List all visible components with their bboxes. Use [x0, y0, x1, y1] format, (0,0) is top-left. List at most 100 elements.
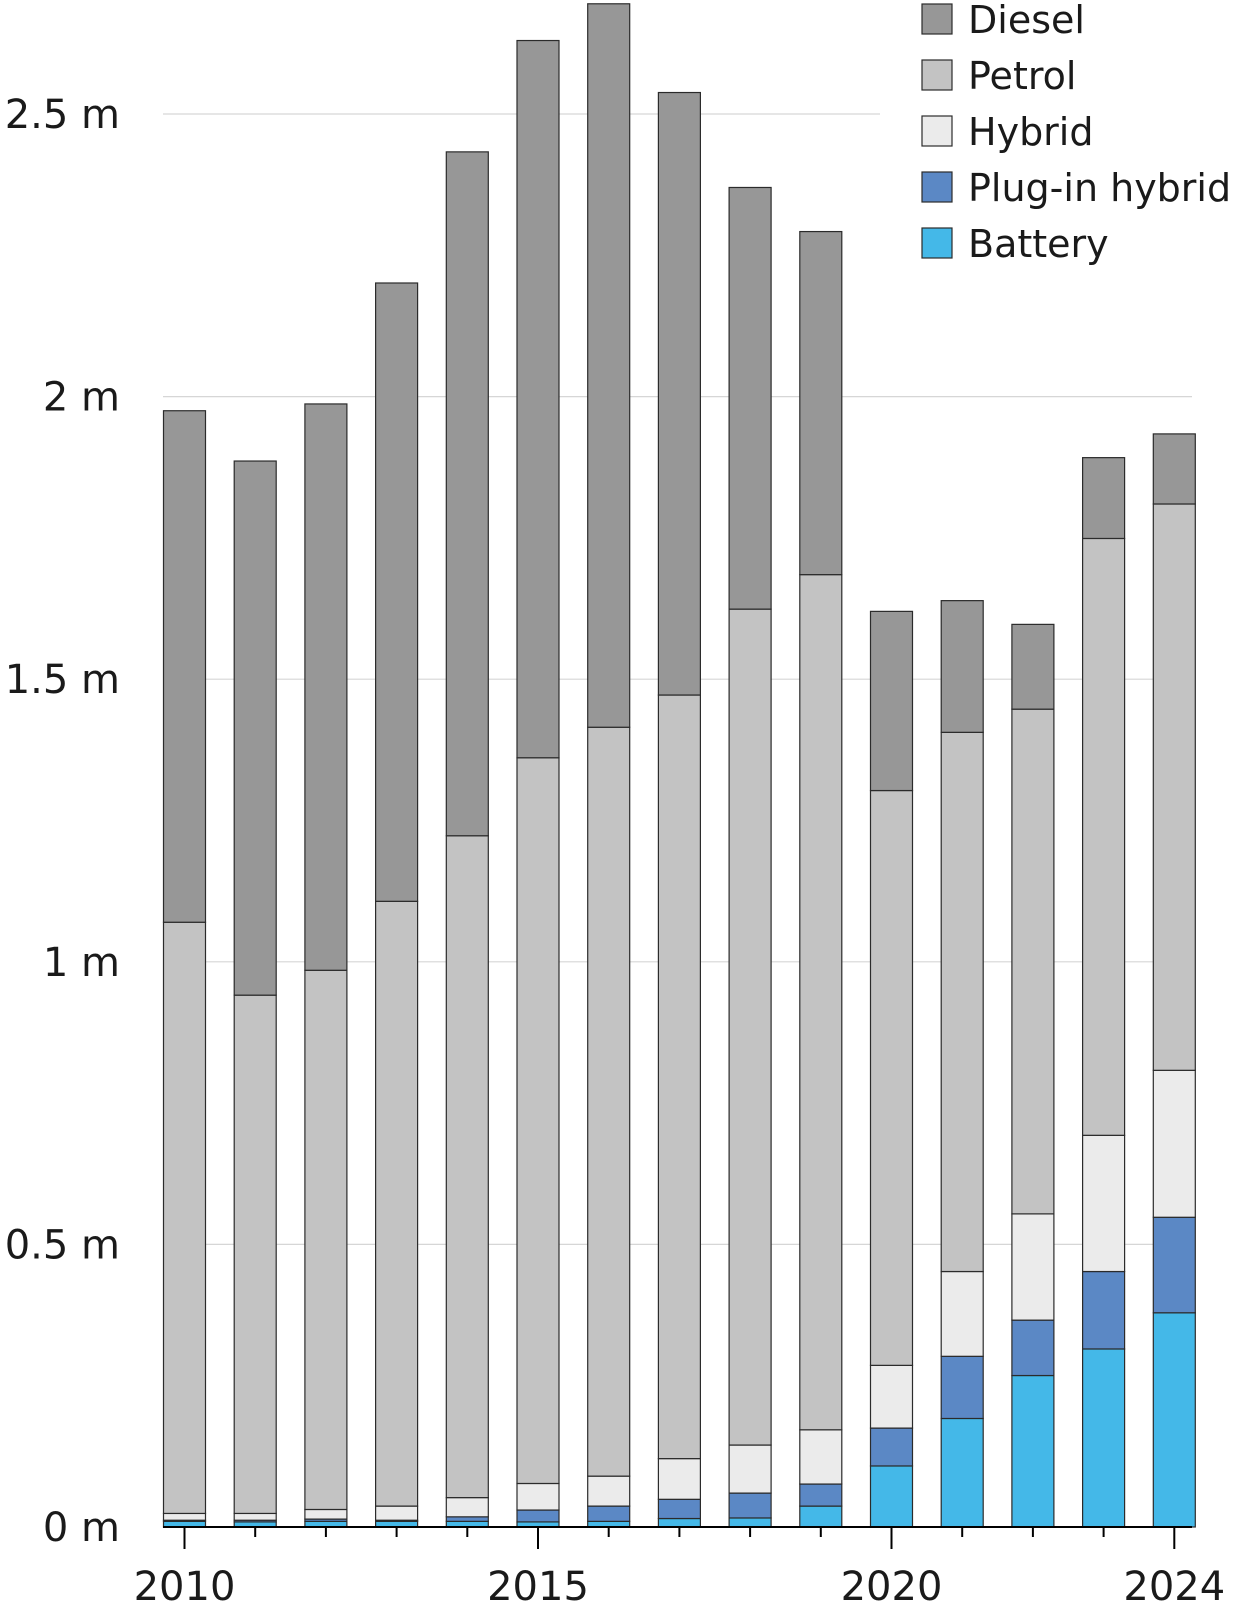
bar-segment-hybrid: [516, 1482, 560, 1511]
bar-segment-battery: [799, 1505, 843, 1528]
legend-swatch: [921, 227, 953, 259]
legend-swatch: [921, 115, 953, 147]
bar-segment-petrol: [162, 921, 207, 1515]
bar-segment-petrol: [233, 994, 277, 1515]
bar-stack-2021: [940, 600, 984, 1528]
bar-segment-petrol: [728, 608, 772, 1446]
bar-segment-hybrid: [657, 1458, 702, 1500]
bar-stack-2015: [516, 39, 560, 1528]
y-tick-label: 0.5 m: [5, 1222, 120, 1268]
bar-segment-battery: [940, 1417, 984, 1528]
bar-segment-hybrid: [304, 1508, 348, 1520]
bar-segment-petrol: [445, 835, 489, 1499]
bar-segment-battery: [728, 1517, 772, 1528]
bar-segment-battery: [1081, 1348, 1126, 1528]
bar-segment-hybrid: [940, 1270, 984, 1357]
legend-label: Battery: [968, 222, 1109, 266]
bar-stack-2018: [728, 186, 772, 1528]
bar-segment-diesel: [304, 403, 348, 971]
bar-stack-2024: [1152, 433, 1196, 1528]
bar-stack-2014: [445, 151, 489, 1528]
bar-segment-hybrid: [587, 1475, 631, 1507]
bar-segment-petrol: [304, 969, 348, 1511]
bar-segment-battery: [1152, 1312, 1196, 1528]
bar-segment-petrol: [657, 694, 702, 1460]
bar-stack-2012: [304, 403, 348, 1528]
bar-segment-plug-in-hybrid: [940, 1355, 984, 1420]
bar-segment-plug-in-hybrid: [1081, 1270, 1126, 1350]
bar-segment-petrol: [940, 731, 984, 1273]
bar-segment-diesel: [940, 600, 984, 733]
bar-segment-diesel: [728, 186, 772, 610]
legend: Diesel Petrol Hybrid Plug-in hybrid Battery: [921, 0, 1231, 266]
bar-segment-petrol: [1081, 537, 1126, 1136]
bar-segment-diesel: [657, 91, 702, 696]
x-tick-label: 2024: [1123, 1564, 1225, 1603]
bar-segment-petrol: [375, 900, 419, 1507]
bar-segment-diesel: [869, 610, 914, 792]
y-tick-label: 1.5 m: [5, 657, 120, 703]
bar-segment-petrol: [1011, 708, 1055, 1215]
bar-segment-petrol: [1152, 503, 1196, 1071]
bar-segment-plug-in-hybrid: [516, 1509, 560, 1523]
bar-segment-diesel: [445, 151, 489, 837]
bar-segment-battery: [657, 1517, 702, 1528]
y-tick-label: 2 m: [43, 375, 120, 421]
bar-segment-hybrid: [1152, 1069, 1196, 1218]
bar-stack-2022: [1011, 623, 1055, 1528]
bar-segment-diesel: [162, 410, 207, 923]
legend-label: Plug-in hybrid: [968, 166, 1231, 210]
legend-label: Hybrid: [968, 110, 1094, 154]
bar-segment-plug-in-hybrid: [1152, 1216, 1196, 1314]
bar-segment-hybrid: [445, 1497, 489, 1518]
bar-segment-plug-in-hybrid: [587, 1505, 631, 1522]
legend-label: Petrol: [968, 54, 1076, 98]
bar-stack-2011: [233, 460, 277, 1528]
bar-segment-diesel: [1011, 623, 1055, 710]
legend-swatch: [921, 3, 953, 35]
bar-stack-2016: [587, 3, 631, 1528]
bar-segment-hybrid: [233, 1512, 277, 1521]
bar-segment-hybrid: [869, 1364, 914, 1429]
bar-segment-plug-in-hybrid: [728, 1492, 772, 1519]
bar-segment-diesel: [516, 39, 560, 759]
bar-stack-2013: [375, 282, 419, 1528]
bar-segment-petrol: [516, 757, 560, 1485]
bar-segment-diesel: [799, 230, 843, 576]
bar-segment-diesel: [1152, 433, 1196, 505]
y-tick-label: 2.5 m: [5, 92, 120, 138]
bar-segment-hybrid: [799, 1429, 843, 1485]
bar-segment-hybrid: [375, 1505, 419, 1521]
bar-stack-2020: [869, 610, 914, 1528]
legend-item-battery: Battery: [921, 222, 1109, 266]
legend-item-plug-in-hybrid: Plug-in hybrid: [921, 166, 1231, 210]
legend-item-hybrid: Hybrid: [921, 110, 1094, 154]
bar-segment-plug-in-hybrid: [657, 1498, 702, 1520]
bar-segment-diesel: [233, 460, 277, 996]
bar-segment-diesel: [1081, 457, 1126, 540]
bar-stack-2017: [657, 91, 702, 1528]
y-tick-label: 1 m: [43, 940, 120, 986]
bar-segment-diesel: [587, 3, 631, 728]
y-tick-label: 0 m: [43, 1505, 120, 1551]
legend-item-petrol: Petrol: [921, 54, 1076, 98]
x-tick-label: 2010: [134, 1564, 236, 1603]
bar-segment-petrol: [587, 726, 631, 1477]
bar-segment-petrol: [869, 789, 914, 1366]
bar-segment-hybrid: [728, 1444, 772, 1494]
bar-segment-plug-in-hybrid: [869, 1427, 914, 1467]
bar-segment-hybrid: [1081, 1134, 1126, 1273]
bar-segment-hybrid: [1011, 1213, 1055, 1321]
bar-segment-battery: [869, 1465, 914, 1528]
legend-label: Diesel: [968, 0, 1085, 42]
bar-segment-diesel: [375, 282, 419, 902]
bar-stack-2019: [799, 230, 843, 1528]
bar-stack-2010: [162, 410, 207, 1528]
x-tick-label: 2020: [841, 1564, 943, 1603]
bar-segment-battery: [1011, 1374, 1055, 1528]
legend-swatch: [921, 59, 953, 91]
bar-segment-plug-in-hybrid: [1011, 1319, 1055, 1377]
x-tick-label: 2015: [487, 1564, 589, 1603]
